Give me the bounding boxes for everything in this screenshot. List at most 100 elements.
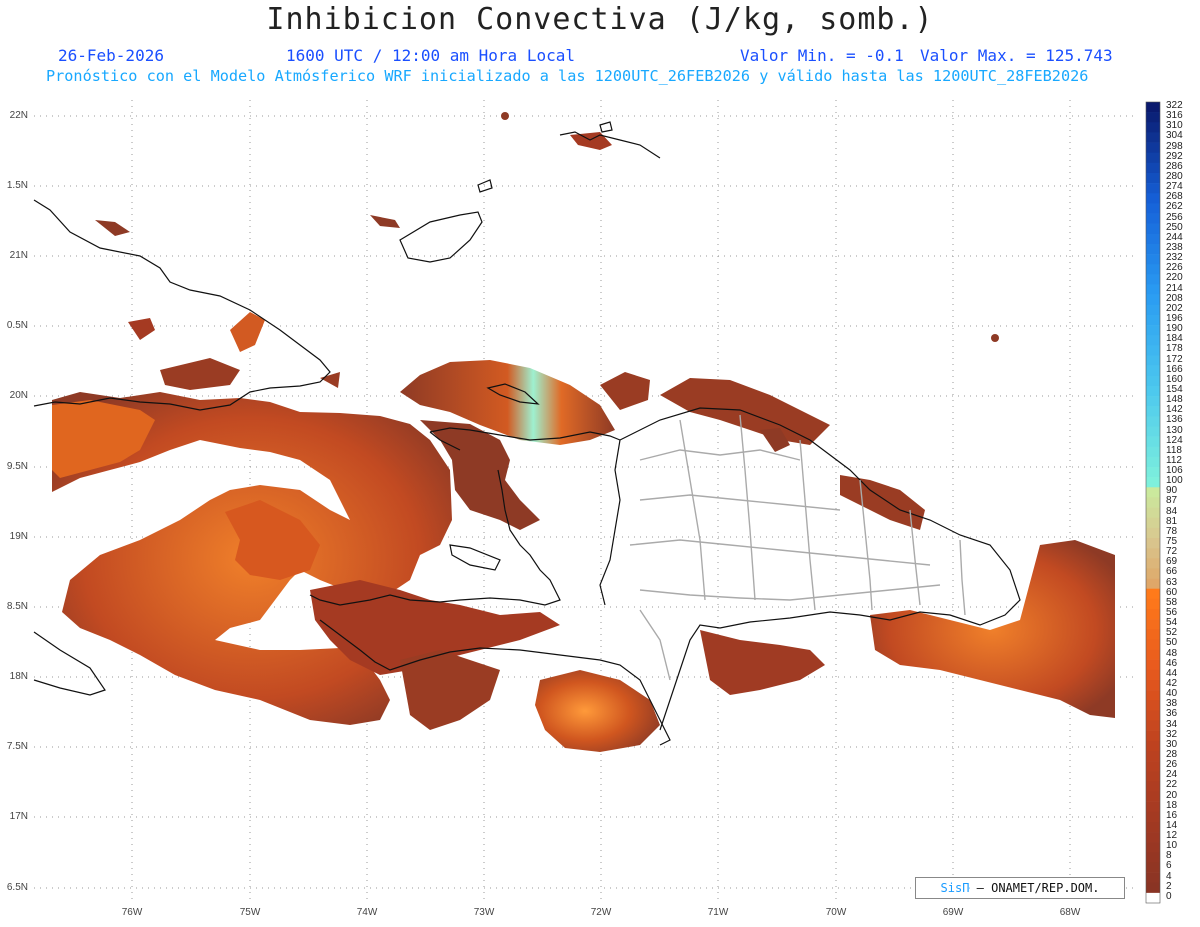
- colorbar-label: 250: [1166, 221, 1183, 233]
- lat-lon-grid: [34, 100, 1138, 900]
- colorbar-border: [1145, 101, 1161, 904]
- colorbar-label: 310: [1166, 120, 1183, 132]
- colorbar-swatch: [1146, 375, 1160, 387]
- lat-label: 9.5N: [6, 461, 28, 472]
- colorbar-label: 26: [1166, 759, 1178, 771]
- colorbar-swatch: [1146, 517, 1160, 529]
- colorbar-label: 52: [1166, 627, 1178, 639]
- colorbar-swatch: [1146, 537, 1160, 549]
- colorbar-swatch: [1146, 193, 1160, 204]
- colorbar-swatch: [1146, 467, 1160, 478]
- colorbar-label: 44: [1166, 667, 1178, 679]
- forecast-date: 26-Feb-2026: [58, 46, 164, 65]
- colorbar-swatch: [1146, 882, 1160, 894]
- lat-label: 8.5N: [6, 601, 28, 612]
- colorbar-swatch: [1146, 862, 1160, 873]
- colorbar-swatch: [1146, 335, 1160, 346]
- colorbar-label: 66: [1166, 566, 1178, 578]
- colorbar-label: 40: [1166, 688, 1178, 700]
- colorbar-swatch: [1146, 608, 1160, 620]
- colorbar-swatch: [1146, 254, 1160, 265]
- colorbar-label: 268: [1166, 191, 1183, 203]
- colorbar-swatch: [1146, 203, 1160, 214]
- colorbar-swatch: [1146, 406, 1160, 417]
- lon-label: 68W: [1059, 907, 1081, 918]
- colorbar-label: 106: [1166, 465, 1183, 476]
- colorbar-swatch: [1146, 811, 1160, 823]
- colorbar-swatch: [1146, 172, 1160, 184]
- colorbar-swatch: [1146, 578, 1160, 589]
- colorbar-swatch: [1146, 710, 1160, 721]
- colorbar-label: 124: [1166, 434, 1183, 446]
- lat-label: 21N: [9, 250, 28, 261]
- lon-label: 74W: [356, 907, 378, 918]
- colorbar-swatch: [1146, 761, 1160, 772]
- colorbar-swatch: [1146, 832, 1160, 843]
- lon-label: 73W: [473, 907, 495, 918]
- colorbar-swatch: [1146, 416, 1160, 427]
- colorbar-label: 4: [1166, 870, 1172, 882]
- colorbar-label: 84: [1166, 505, 1178, 517]
- colorbar-label: 69: [1166, 556, 1178, 568]
- forecast-time: 1600 UTC / 12:00 am Hora Local: [286, 46, 575, 65]
- lat-label: 0.5N: [6, 320, 28, 331]
- lon-label: 70W: [825, 907, 847, 918]
- colorbar-swatch: [1146, 892, 1160, 904]
- colorbar-label: 63: [1166, 576, 1178, 588]
- credit-box: SisПּ – ONAMET/REP.DOM.: [915, 877, 1125, 899]
- min-value-label: Valor Min. = -0.1: [740, 46, 904, 65]
- lon-label: 69W: [942, 907, 964, 918]
- colorbar-swatch: [1146, 740, 1160, 752]
- colorbar-label: 208: [1166, 292, 1183, 304]
- colorbar-label: 38: [1166, 698, 1178, 710]
- colorbar-label: 32: [1166, 728, 1178, 740]
- colorbar-label: 90: [1166, 485, 1178, 497]
- colorbar-label: 72: [1166, 546, 1178, 558]
- colorbar-swatch: [1146, 152, 1160, 164]
- colorbar-swatch: [1146, 183, 1160, 194]
- colorbar-label: 304: [1166, 130, 1183, 142]
- colorbar-label: 238: [1166, 241, 1183, 253]
- lat-label: 22N: [9, 110, 28, 121]
- colorbar-label: 256: [1166, 211, 1183, 223]
- colorbar-swatch: [1146, 102, 1160, 113]
- colorbar-label: 286: [1166, 160, 1183, 172]
- colorbar-label: 166: [1166, 363, 1183, 375]
- coastlines: [33, 121, 1021, 746]
- colorbar-swatch: [1146, 456, 1160, 468]
- colorbar-swatch: [1146, 842, 1160, 853]
- colorbar-label: 190: [1166, 323, 1183, 335]
- colorbar-label: 184: [1166, 333, 1183, 345]
- colorbar-label: 322: [1166, 100, 1183, 111]
- model-subtitle: Pronóstico con el Modelo Atmósferico WRF…: [46, 67, 1089, 85]
- colorbar-swatch: [1146, 872, 1160, 884]
- colorbar-label: 12: [1166, 830, 1178, 841]
- colorbar-label: 148: [1166, 394, 1183, 405]
- colorbar-label: 280: [1166, 171, 1183, 182]
- colorbar-label: 136: [1166, 414, 1183, 426]
- colorbar-swatch: [1146, 294, 1160, 306]
- colorbar-label: 8: [1166, 850, 1172, 862]
- colorbar-label: 18: [1166, 799, 1178, 811]
- colorbar-swatch: [1146, 598, 1160, 610]
- colorbar-label: 100: [1166, 475, 1183, 487]
- colorbar-label: 142: [1166, 404, 1183, 416]
- colorbar-swatch: [1146, 791, 1160, 802]
- colorbar-swatch: [1146, 568, 1160, 579]
- colorbar-label: 178: [1166, 343, 1183, 355]
- colorbar-label: 202: [1166, 302, 1183, 314]
- credit-brand: SisПּ: [940, 881, 970, 895]
- colorbar-swatch: [1146, 781, 1160, 792]
- colorbar-swatch: [1146, 720, 1160, 731]
- colorbar-swatch: [1146, 852, 1160, 863]
- colorbar-label: 196: [1166, 312, 1183, 324]
- colorbar-label: 316: [1166, 110, 1183, 122]
- colorbar-swatch: [1146, 325, 1160, 336]
- colorbar-label: 10: [1166, 840, 1178, 852]
- colorbar-swatch: [1146, 527, 1160, 539]
- lat-label: 20N: [9, 390, 28, 401]
- colorbar-swatch: [1146, 284, 1160, 295]
- colorbar-swatch: [1146, 477, 1160, 488]
- lat-label: 19N: [9, 531, 28, 542]
